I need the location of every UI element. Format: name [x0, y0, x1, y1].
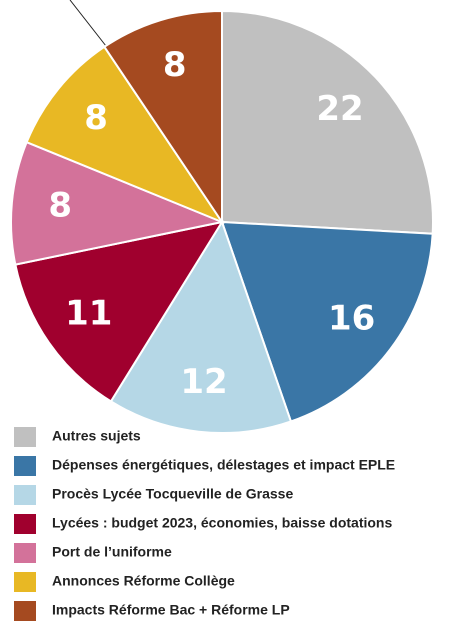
- legend-swatch: [14, 485, 36, 505]
- legend-swatch: [14, 601, 36, 621]
- legend-label: Lycées : budget 2023, économies, baisse …: [52, 515, 392, 531]
- data-label: 11: [65, 294, 112, 334]
- pie-slice: [10, 140, 226, 266]
- pie-slice: [25, 45, 225, 225]
- legend-label: Procès Lycée Tocqueville de Grasse: [52, 486, 293, 502]
- legend-label: Autres sujets: [52, 428, 141, 444]
- legend-label: Port de l’uniforme: [52, 544, 172, 560]
- data-label: 22: [316, 89, 363, 129]
- pie-slice: [109, 219, 293, 434]
- leader-line: [69, 0, 107, 47]
- data-label: 16: [328, 298, 375, 338]
- legend-swatch: [14, 543, 36, 563]
- legend-swatch: [14, 456, 36, 476]
- data-label: 8: [48, 186, 72, 226]
- legend-swatch: [14, 427, 36, 447]
- legend-label: Annonces Réforme Collège: [52, 573, 235, 589]
- pie-slice: [14, 220, 225, 403]
- legend-label: Dépenses énergétiques, délestages et imp…: [52, 457, 395, 473]
- legend-swatch: [14, 514, 36, 534]
- data-label: 12: [180, 362, 227, 402]
- legend-label: Impacts Réforme Bac + Réforme LP: [52, 602, 290, 618]
- data-label: 8: [84, 98, 108, 138]
- pie-slice: [221, 9, 434, 235]
- pie-slice: [102, 9, 223, 226]
- data-label: 8: [163, 45, 187, 85]
- legend-swatch: [14, 572, 36, 592]
